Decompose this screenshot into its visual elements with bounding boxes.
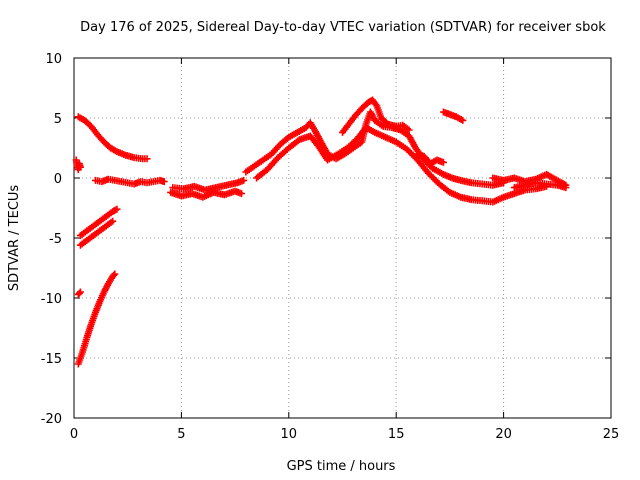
series-arc-16 [510, 179, 570, 192]
series-arc-3 [91, 175, 168, 188]
series-arc-5 [76, 217, 117, 249]
series-arc-6 [74, 288, 84, 298]
data-point [160, 178, 168, 186]
series-arc-start-1 [72, 156, 84, 174]
series-arc-7 [74, 270, 119, 368]
y-tick-label: 0 [54, 172, 62, 187]
data-point [109, 217, 117, 225]
y-tick-label: 10 [45, 52, 62, 67]
data-point [113, 205, 121, 213]
y-tick-label: -10 [41, 292, 62, 307]
data-point [238, 190, 246, 198]
data-point [76, 288, 84, 296]
series-arc-10 [242, 108, 508, 189]
x-tick-label: 20 [495, 427, 512, 442]
y-tick-label: -15 [41, 352, 62, 367]
data-point [562, 184, 570, 192]
x-tick-label: 10 [281, 427, 298, 442]
series-arc-8 [167, 187, 246, 201]
data-point [240, 176, 248, 184]
x-tick-label: 15 [388, 427, 405, 442]
data-point [76, 163, 84, 171]
data-point [110, 271, 118, 279]
series-arc-4 [76, 205, 121, 240]
data-point [459, 116, 467, 124]
x-tick-label: 25 [603, 427, 620, 442]
chart-title: Day 176 of 2025, Sidereal Day-to-day VTE… [80, 20, 606, 35]
data-point [111, 270, 119, 278]
data-point [143, 155, 151, 163]
series-arc-11 [253, 124, 551, 206]
y-axis-label: SDTVAR / TECUs [7, 185, 22, 292]
y-tick-label: -5 [49, 232, 62, 247]
grid [74, 58, 611, 418]
series-arc-9 [169, 176, 248, 194]
x-tick-label: 0 [70, 427, 78, 442]
series-arc-2 [74, 113, 151, 163]
x-tick-label: 5 [177, 427, 185, 442]
y-tick-label: -20 [41, 412, 62, 427]
series-arc-15 [489, 170, 570, 189]
x-axis-label: GPS time / hours [287, 459, 396, 474]
data-point [75, 289, 83, 297]
y-tick-label: 5 [54, 112, 62, 127]
series-arc-13 [414, 150, 447, 168]
series-arc-12 [339, 96, 413, 136]
axis-ticks: 0 5 10 15 20 25 -20 -15 -10 -5 0 5 10 [41, 52, 620, 442]
series-arc-14 [439, 108, 467, 124]
data-marks [72, 96, 570, 368]
data-point [405, 126, 413, 134]
data-point [439, 158, 447, 166]
